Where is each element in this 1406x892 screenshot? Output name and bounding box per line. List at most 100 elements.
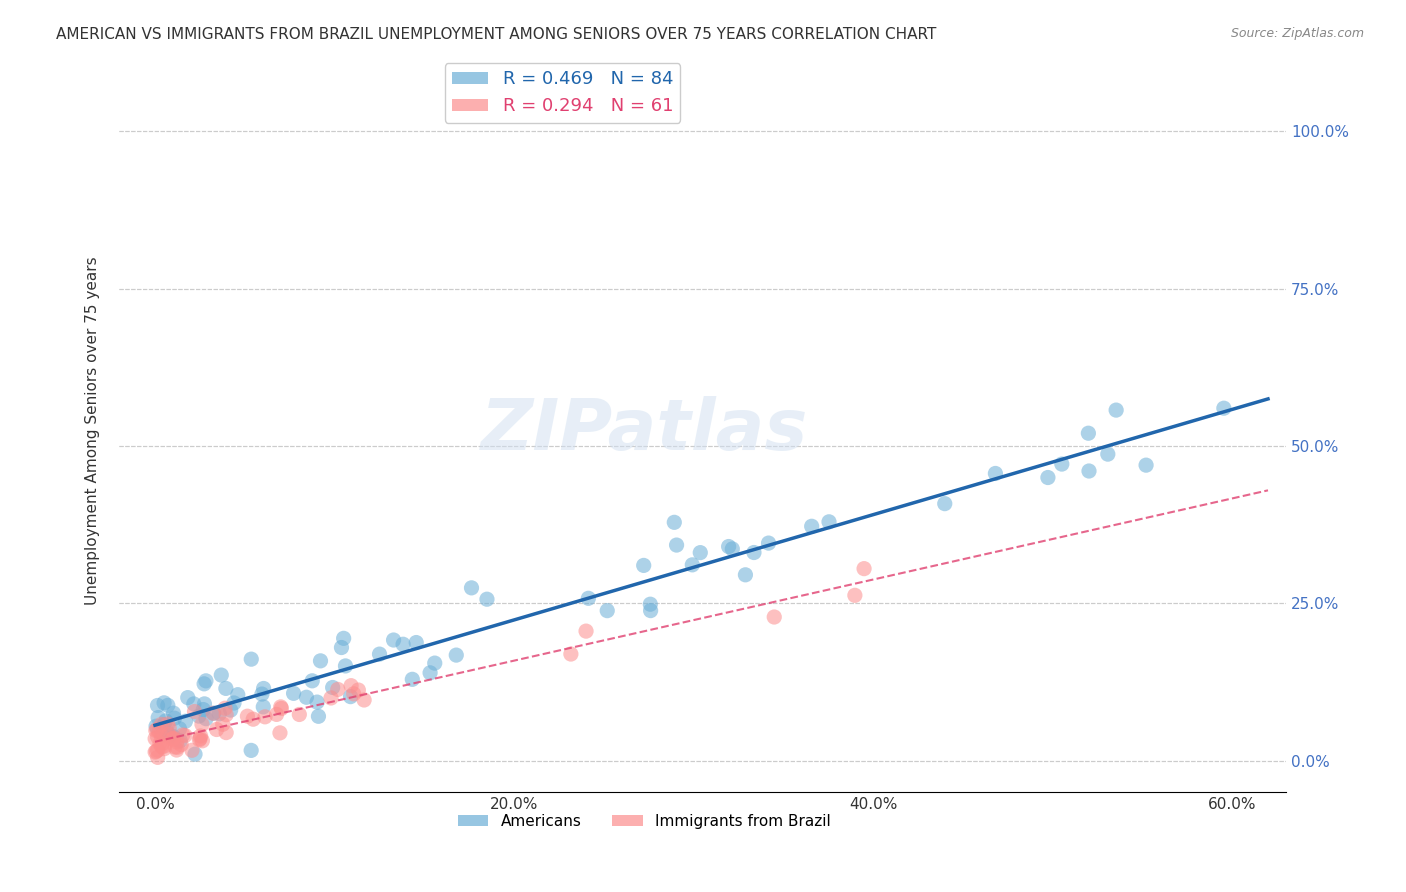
Americans (1135, 458, 1157, 472)
Americans (226, 688, 249, 702)
Immigrants from Brazil (343, 687, 366, 701)
Americans (208, 706, 231, 721)
Americans (148, 710, 170, 724)
Immigrants from Brazil (253, 710, 276, 724)
Americans (156, 726, 179, 740)
Immigrants from Brazil (326, 682, 349, 697)
Americans (460, 581, 482, 595)
Immigrants from Brazil (270, 701, 292, 715)
Immigrants from Brazil (157, 722, 180, 736)
Immigrants from Brazil (162, 731, 184, 746)
Americans (934, 497, 956, 511)
Americans (1050, 457, 1073, 471)
Americans (146, 698, 169, 713)
Americans (202, 706, 225, 721)
Americans (368, 647, 391, 661)
Immigrants from Brazil (763, 610, 786, 624)
Immigrants from Brazil (214, 701, 236, 715)
Immigrants from Brazil (150, 729, 173, 743)
Americans (446, 648, 468, 662)
Immigrants from Brazil (162, 732, 184, 747)
Americans (307, 709, 329, 723)
Americans (215, 681, 238, 696)
Immigrants from Brazil (190, 729, 212, 743)
Text: AMERICAN VS IMMIGRANTS FROM BRAZIL UNEMPLOYMENT AMONG SENIORS OVER 75 YEARS CORR: AMERICAN VS IMMIGRANTS FROM BRAZIL UNEMP… (56, 27, 936, 42)
Immigrants from Brazil (172, 728, 194, 742)
Immigrants from Brazil (560, 647, 582, 661)
Americans (339, 690, 361, 704)
Americans (240, 652, 263, 666)
Americans (177, 690, 200, 705)
Immigrants from Brazil (149, 737, 172, 751)
Americans (576, 591, 599, 606)
Immigrants from Brazil (146, 750, 169, 764)
Americans (717, 540, 740, 554)
Americans (1212, 401, 1234, 416)
Immigrants from Brazil (146, 743, 169, 757)
Americans (153, 717, 176, 731)
Immigrants from Brazil (347, 683, 370, 698)
Y-axis label: Unemployment Among Seniors over 75 years: Unemployment Among Seniors over 75 years (86, 256, 100, 605)
Americans (222, 696, 245, 710)
Americans (758, 536, 780, 550)
Immigrants from Brazil (163, 739, 186, 754)
Americans (301, 673, 323, 688)
Americans (309, 654, 332, 668)
Americans (184, 747, 207, 762)
Americans (174, 714, 197, 729)
Legend: Americans, Immigrants from Brazil: Americans, Immigrants from Brazil (451, 808, 837, 835)
Americans (818, 515, 841, 529)
Immigrants from Brazil (191, 717, 214, 731)
Immigrants from Brazil (188, 732, 211, 747)
Americans (187, 709, 209, 723)
Americans (734, 567, 756, 582)
Americans (742, 545, 765, 559)
Immigrants from Brazil (844, 588, 866, 602)
Text: ZIPatlas: ZIPatlas (481, 396, 808, 465)
Americans (152, 727, 174, 741)
Text: Source: ZipAtlas.com: Source: ZipAtlas.com (1230, 27, 1364, 40)
Americans (162, 730, 184, 744)
Immigrants from Brazil (211, 717, 233, 731)
Americans (330, 640, 353, 655)
Americans (163, 711, 186, 725)
Immigrants from Brazil (242, 712, 264, 726)
Immigrants from Brazil (188, 731, 211, 746)
Immigrants from Brazil (575, 624, 598, 639)
Immigrants from Brazil (170, 738, 193, 752)
Immigrants from Brazil (162, 731, 184, 746)
Americans (156, 698, 179, 713)
Immigrants from Brazil (166, 743, 188, 757)
Americans (1105, 403, 1128, 417)
Immigrants from Brazil (174, 729, 197, 743)
Americans (1078, 464, 1101, 478)
Americans (405, 635, 427, 649)
Americans (162, 706, 184, 720)
Americans (155, 714, 177, 728)
Americans (335, 659, 357, 673)
Americans (721, 541, 744, 556)
Immigrants from Brazil (153, 739, 176, 753)
Americans (423, 656, 446, 670)
Americans (1097, 447, 1119, 461)
Immigrants from Brazil (270, 699, 292, 714)
Americans (640, 604, 662, 618)
Immigrants from Brazil (157, 727, 180, 741)
Americans (153, 696, 176, 710)
Americans (169, 733, 191, 747)
Immigrants from Brazil (150, 717, 173, 731)
Americans (250, 687, 273, 701)
Immigrants from Brazil (266, 707, 288, 722)
Americans (419, 665, 441, 680)
Immigrants from Brazil (153, 741, 176, 756)
Immigrants from Brazil (166, 735, 188, 749)
Immigrants from Brazil (145, 723, 167, 738)
Americans (322, 681, 344, 695)
Americans (219, 703, 242, 717)
Immigrants from Brazil (215, 707, 238, 722)
Americans (193, 677, 215, 691)
Immigrants from Brazil (215, 725, 238, 739)
Americans (1077, 426, 1099, 441)
Americans (307, 695, 329, 709)
Americans (665, 538, 688, 552)
